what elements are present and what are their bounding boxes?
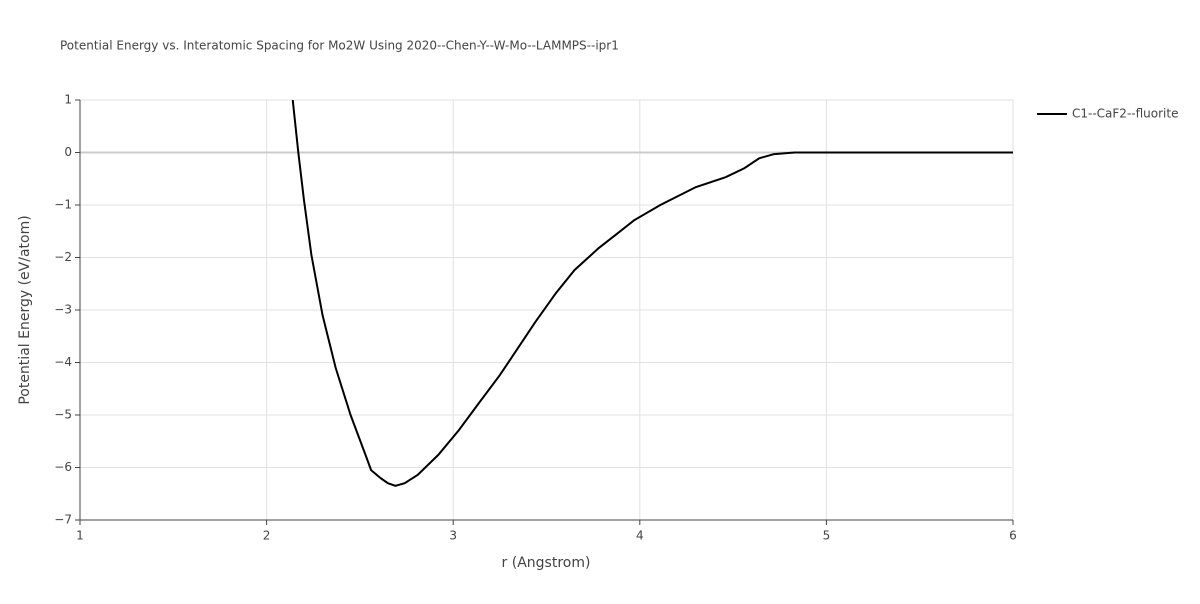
x-tick-label: 3 — [449, 529, 457, 543]
y-tick-label: 1 — [64, 93, 72, 107]
y-axis-title: Potential Energy (eV/atom) — [17, 215, 33, 404]
x-tick-label: 6 — [1009, 529, 1017, 543]
x-tick-label: 4 — [636, 529, 644, 543]
x-tick-label: 5 — [823, 529, 831, 543]
x-axis-title: r (Angstrom) — [502, 555, 591, 571]
x-tick-label: 1 — [76, 529, 84, 543]
y-tick-label: −6 — [54, 460, 72, 474]
x-tick-label: 2 — [263, 529, 271, 543]
y-tick-label: 0 — [64, 145, 72, 159]
y-tick-label: −3 — [54, 303, 72, 317]
y-tick-label: −1 — [54, 198, 72, 212]
line — [291, 100, 1013, 487]
y-tick-label: −5 — [54, 408, 72, 422]
legend-label: C1--CaF2--fluorite — [1072, 107, 1178, 121]
y-tick-label: −2 — [54, 250, 72, 264]
y-tick-label: −4 — [54, 355, 72, 369]
chart-title: Potential Energy vs. Interatomic Spacing… — [60, 39, 619, 53]
y-tick-label: −7 — [54, 513, 72, 527]
